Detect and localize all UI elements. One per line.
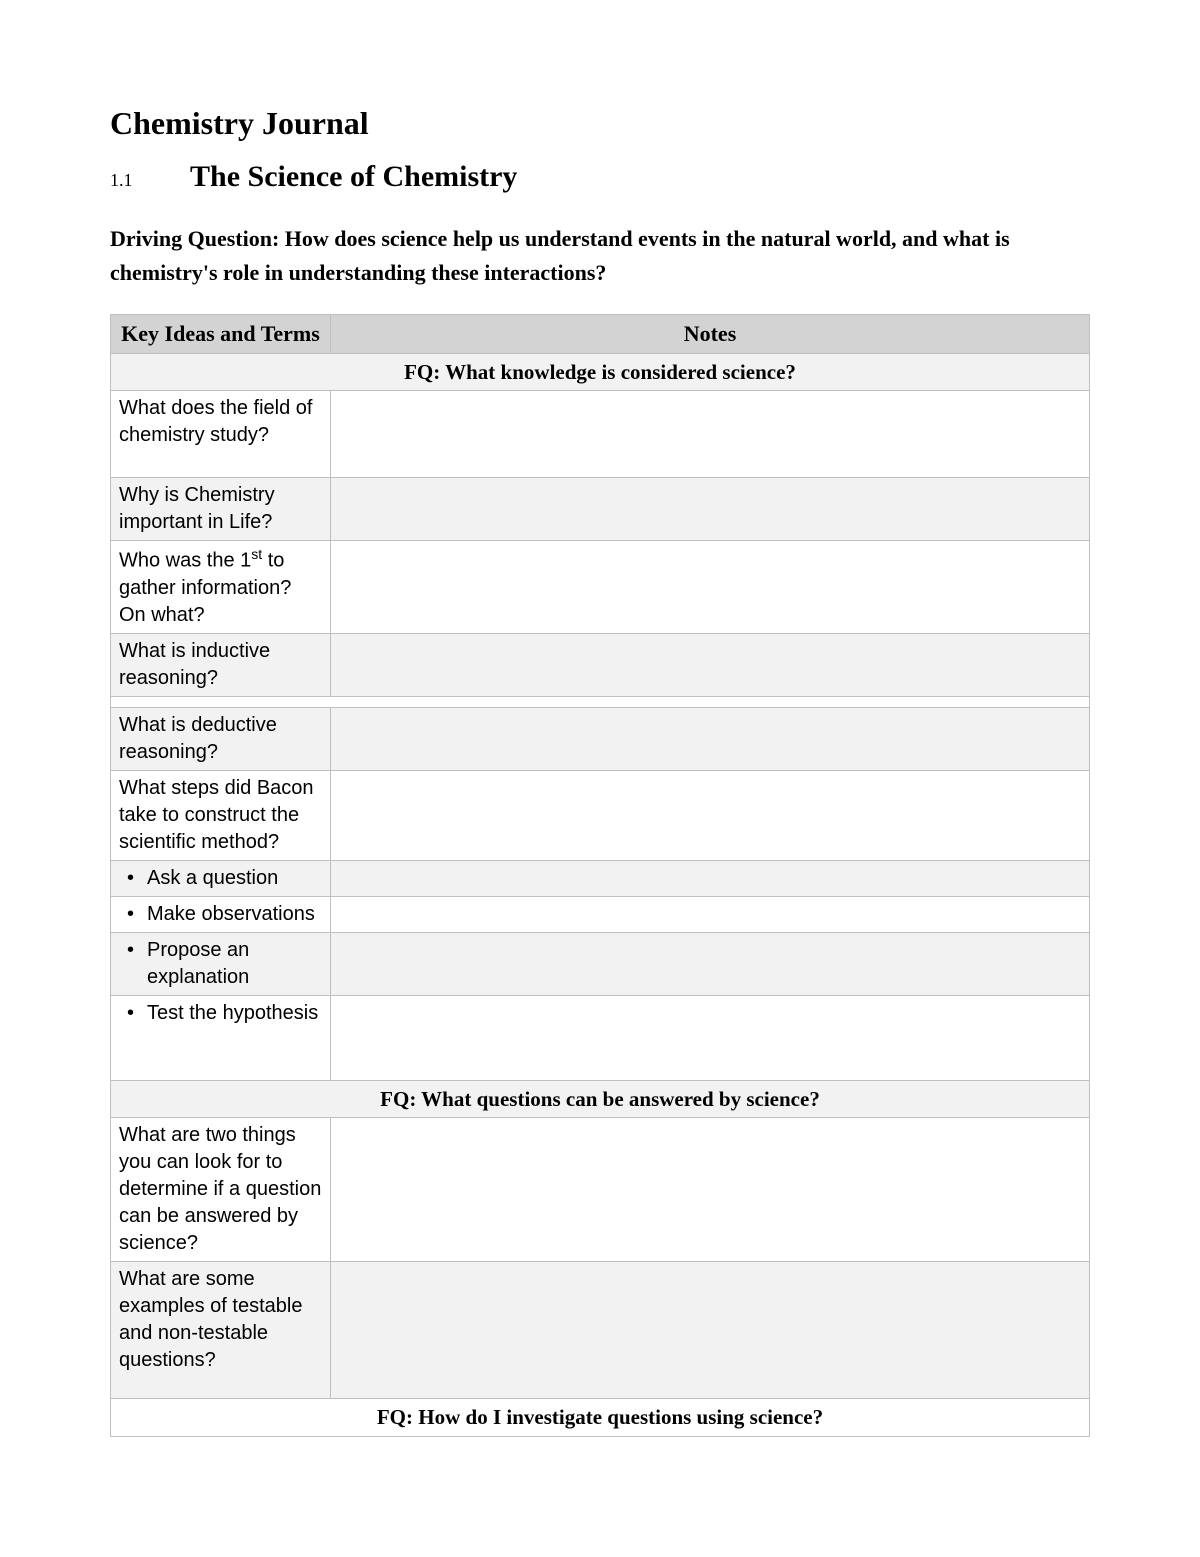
notes-cell <box>331 1262 1090 1399</box>
col-header-notes: Notes <box>331 315 1090 354</box>
table-row: What are some examples of testable and n… <box>111 1262 1090 1399</box>
bullet-cell: Ask a question <box>111 860 331 896</box>
section-subtitle: The Science of Chemistry <box>190 160 517 194</box>
bullet-cell: Propose an explanation <box>111 932 331 995</box>
key-cell: What is deductive reasoning? <box>111 707 331 770</box>
notes-cell <box>331 995 1090 1080</box>
key-cell: What are some examples of testable and n… <box>111 1262 331 1399</box>
table-row: What does the field of chemistry study? <box>111 391 1090 478</box>
notes-cell <box>331 633 1090 696</box>
focus-question-1: FQ: What knowledge is considered science… <box>111 353 1090 390</box>
fq1-text: FQ: What knowledge is considered science… <box>111 353 1090 390</box>
spacer-row <box>111 696 1090 707</box>
notes-cell <box>331 391 1090 478</box>
key-cell: What are two things you can look for to … <box>111 1118 331 1262</box>
key-cell: Who was the 1st to gather information? O… <box>111 541 331 634</box>
driving-question: Driving Question: How does science help … <box>110 222 1090 290</box>
section-number: 1.1 <box>110 170 190 191</box>
bullet-cell: Test the hypothesis <box>111 995 331 1080</box>
r3-pre: Who was the 1 <box>119 550 251 572</box>
notes-cell <box>331 707 1090 770</box>
key-cell: What is inductive reasoning? <box>111 633 331 696</box>
notes-cell <box>331 541 1090 634</box>
fq3-text: FQ: How do I investigate questions using… <box>111 1399 1090 1436</box>
table-row: What steps did Bacon take to construct t… <box>111 770 1090 860</box>
notes-cell <box>331 932 1090 995</box>
table-row: What is inductive reasoning? <box>111 633 1090 696</box>
subtitle-row: 1.1 The Science of Chemistry <box>110 160 1090 194</box>
table-row: Make observations <box>111 896 1090 932</box>
journal-table: Key Ideas and Terms Notes FQ: What knowl… <box>110 314 1090 1436</box>
table-row: Propose an explanation <box>111 932 1090 995</box>
notes-cell <box>331 860 1090 896</box>
table-row: What is deductive reasoning? <box>111 707 1090 770</box>
key-cell: What does the field of chemistry study? <box>111 391 331 478</box>
focus-question-3: FQ: How do I investigate questions using… <box>111 1399 1090 1436</box>
col-header-key: Key Ideas and Terms <box>111 315 331 354</box>
notes-cell <box>331 770 1090 860</box>
table-row: Test the hypothesis <box>111 995 1090 1080</box>
table-row: What are two things you can look for to … <box>111 1118 1090 1262</box>
fq2-text: FQ: What questions can be answered by sc… <box>111 1080 1090 1117</box>
key-cell: What steps did Bacon take to construct t… <box>111 770 331 860</box>
table-header-row: Key Ideas and Terms Notes <box>111 315 1090 354</box>
notes-cell <box>331 1118 1090 1262</box>
document-page: Chemistry Journal 1.1 The Science of Che… <box>0 0 1200 1557</box>
focus-question-2: FQ: What questions can be answered by sc… <box>111 1080 1090 1117</box>
table-row: Why is Chemistry important in Life? <box>111 478 1090 541</box>
bullet-cell: Make observations <box>111 896 331 932</box>
table-row: Who was the 1st to gather information? O… <box>111 541 1090 634</box>
notes-cell <box>331 896 1090 932</box>
r3-sup: st <box>251 546 262 562</box>
table-row: Ask a question <box>111 860 1090 896</box>
page-title: Chemistry Journal <box>110 105 1090 142</box>
key-cell: Why is Chemistry important in Life? <box>111 478 331 541</box>
notes-cell <box>331 478 1090 541</box>
